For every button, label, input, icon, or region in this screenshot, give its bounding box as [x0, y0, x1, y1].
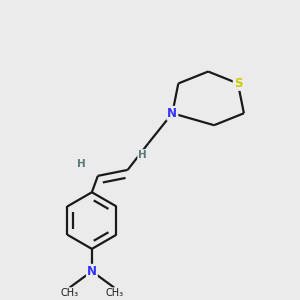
- Text: H: H: [77, 159, 86, 169]
- Text: CH₃: CH₃: [105, 288, 123, 298]
- Text: N: N: [87, 265, 97, 278]
- Text: S: S: [234, 77, 242, 90]
- Text: CH₃: CH₃: [61, 288, 79, 298]
- Text: H: H: [138, 150, 147, 160]
- Text: N: N: [167, 107, 177, 120]
